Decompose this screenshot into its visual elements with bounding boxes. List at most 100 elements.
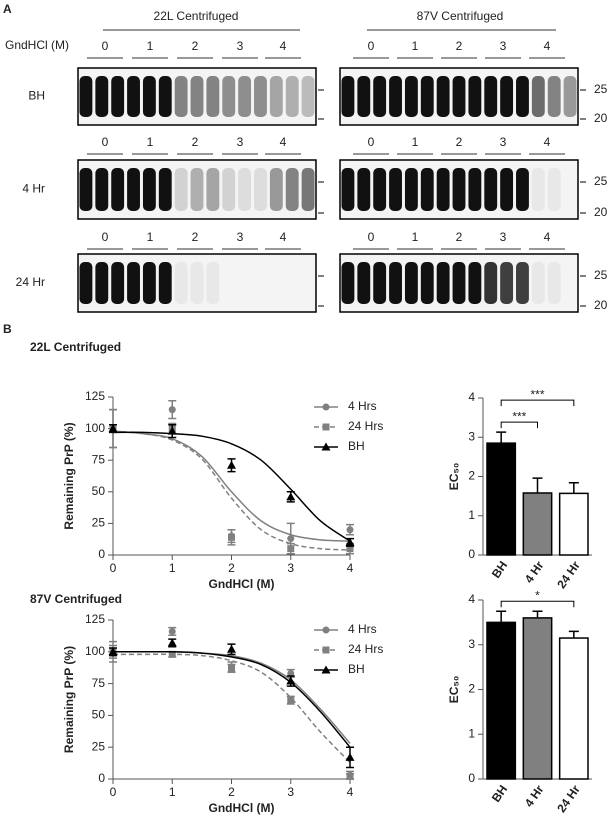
data-point (168, 627, 176, 635)
legend-label: 4 Hrs (348, 622, 377, 636)
data-point (286, 676, 296, 685)
blot-band (341, 76, 355, 117)
concentration-tick-label: 3 (237, 135, 244, 149)
concentration-tick-label: 4 (544, 135, 551, 149)
y-axis-label: EC₅₀ (447, 676, 461, 704)
blot-band (79, 76, 93, 117)
legend-marker (321, 442, 331, 451)
y-axis-label: Remaining PrP (%) (62, 646, 76, 753)
chart-title: 22L Centrifuged (30, 340, 121, 354)
blot-band (142, 76, 156, 117)
x-tick-label: 2 (228, 561, 235, 575)
blot-band (190, 168, 204, 211)
legend-marker (321, 665, 331, 674)
blot-band (500, 262, 514, 304)
concentration-tick-label: 4 (280, 39, 287, 53)
blot-band (389, 262, 402, 304)
blot-band (301, 168, 315, 211)
marker-label: 20 (594, 205, 608, 219)
x-tick-label: 0 (110, 785, 117, 799)
x-tick-label: 24 Hr (554, 558, 583, 591)
concentration-tick-label: 4 (280, 135, 287, 149)
y-tick-label: 50 (92, 708, 106, 722)
y-axis-label: EC₅₀ (447, 463, 461, 491)
data-point (108, 647, 118, 656)
blot-band (468, 76, 482, 117)
significance-bracket (500, 600, 575, 608)
blot-band (158, 76, 172, 117)
group-header: 87V Centrifuged (417, 9, 504, 23)
fit-curve (112, 431, 351, 542)
legend-label: 24 Hrs (348, 419, 383, 433)
data-point (168, 406, 176, 414)
blot-band (404, 262, 418, 304)
x-tick-label: 24 Hr (554, 782, 583, 815)
y-tick-label: 1 (468, 726, 475, 740)
concentration-tick-label: 2 (456, 39, 463, 53)
data-point (108, 424, 118, 433)
y-tick-label: 100 (85, 644, 105, 658)
blot-band (500, 76, 514, 117)
marker-label: 25 (594, 174, 608, 188)
x-tick-label: 3 (287, 785, 294, 799)
blot-band (547, 76, 561, 117)
y-tick-label: 4 (468, 592, 475, 606)
blot-band (190, 76, 204, 117)
concentration-tick-label: 0 (368, 135, 375, 149)
y-tick-label: 0 (98, 771, 105, 785)
data-point (228, 664, 235, 672)
y-tick-label: 125 (85, 389, 105, 403)
x-tick-label: BH (489, 783, 510, 805)
blot-band (79, 168, 93, 211)
blot-band (420, 168, 434, 211)
legend-label: 4 Hrs (348, 399, 377, 413)
blot-band (79, 262, 93, 304)
error-bar (568, 482, 579, 494)
data-point (287, 545, 295, 553)
blot-band (285, 168, 299, 211)
x-tick-label: 0 (110, 561, 117, 575)
blot-band (111, 262, 125, 304)
blot-band (254, 76, 267, 117)
concentration-tick-label: 0 (102, 230, 109, 244)
concentration-tick-label: 3 (237, 39, 244, 53)
blot-band (95, 262, 109, 304)
error-bar (496, 431, 507, 444)
data-point (168, 650, 176, 658)
significance-label: *** (512, 409, 526, 423)
blot-band (190, 262, 204, 304)
blot-band (452, 76, 466, 117)
blot-band (95, 168, 109, 211)
data-point (287, 696, 295, 704)
y-tick-label: 75 (92, 676, 106, 690)
data-point (286, 492, 296, 501)
marker-label: 25 (594, 82, 608, 96)
y-tick-label: 0 (98, 547, 105, 561)
concentration-tick-label: 0 (102, 39, 109, 53)
blot-band (174, 168, 188, 211)
marker-label: 25 (594, 268, 608, 282)
blot-band (127, 168, 140, 211)
blot-band (285, 76, 299, 117)
y-tick-label: 125 (85, 612, 105, 626)
significance-bracket (500, 399, 575, 407)
y-tick-label: 25 (92, 739, 106, 753)
x-tick-label: 4 (347, 785, 354, 799)
legend-label: BH (348, 439, 365, 453)
blot-band (341, 262, 355, 304)
blot-band (206, 76, 220, 117)
blot-band (206, 168, 220, 211)
data-point (346, 772, 354, 780)
concentration-tick-label: 4 (544, 230, 551, 244)
concentration-tick-label: 4 (280, 230, 287, 244)
blot-band (531, 76, 545, 117)
blot-band (547, 168, 561, 211)
panel-label: B (3, 322, 12, 336)
data-point (228, 533, 235, 541)
data-point (167, 426, 177, 435)
concentration-tick-label: 3 (237, 230, 244, 244)
error-bar (532, 610, 543, 618)
y-tick-label: 4 (468, 390, 475, 404)
significance-label: *** (530, 387, 544, 401)
blot-band (373, 76, 387, 117)
